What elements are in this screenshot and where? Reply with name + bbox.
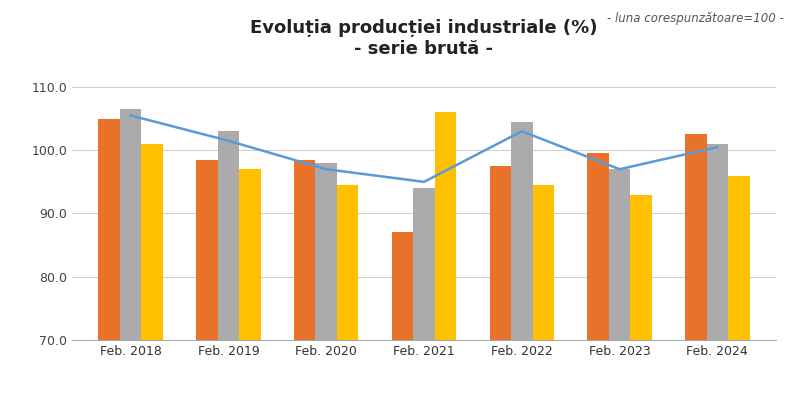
Bar xyxy=(630,194,652,400)
Total xyxy=(224,138,234,143)
Bar xyxy=(533,185,554,400)
Total xyxy=(517,129,526,134)
Bar xyxy=(294,160,315,400)
Bar xyxy=(196,160,218,400)
Text: - luna corespunzătoare=100 -: - luna corespunzătoare=100 - xyxy=(607,12,784,25)
Bar xyxy=(142,144,163,400)
Legend: Industria extractivă, Industria prelucrătoare, Energie, Total: Industria extractivă, Industria prelucră… xyxy=(182,395,666,400)
Title: Evoluția producției industriale (%)
- serie brută -: Evoluția producției industriale (%) - se… xyxy=(250,19,598,58)
Total xyxy=(322,167,331,172)
Bar xyxy=(315,163,337,400)
Total xyxy=(614,167,624,172)
Bar xyxy=(685,134,706,400)
Bar xyxy=(511,122,533,400)
Bar xyxy=(414,188,434,400)
Bar xyxy=(609,169,630,400)
Bar xyxy=(728,176,750,400)
Bar xyxy=(239,169,261,400)
Total xyxy=(419,180,429,184)
Bar xyxy=(120,109,142,400)
Total xyxy=(713,145,722,150)
Bar xyxy=(706,144,728,400)
Bar xyxy=(392,232,414,400)
Bar xyxy=(587,153,609,400)
Line: Total: Total xyxy=(130,116,718,182)
Total xyxy=(126,113,135,118)
Bar xyxy=(337,185,358,400)
Bar xyxy=(98,119,120,400)
Bar xyxy=(490,166,511,400)
Bar xyxy=(434,112,456,400)
Bar xyxy=(218,131,239,400)
